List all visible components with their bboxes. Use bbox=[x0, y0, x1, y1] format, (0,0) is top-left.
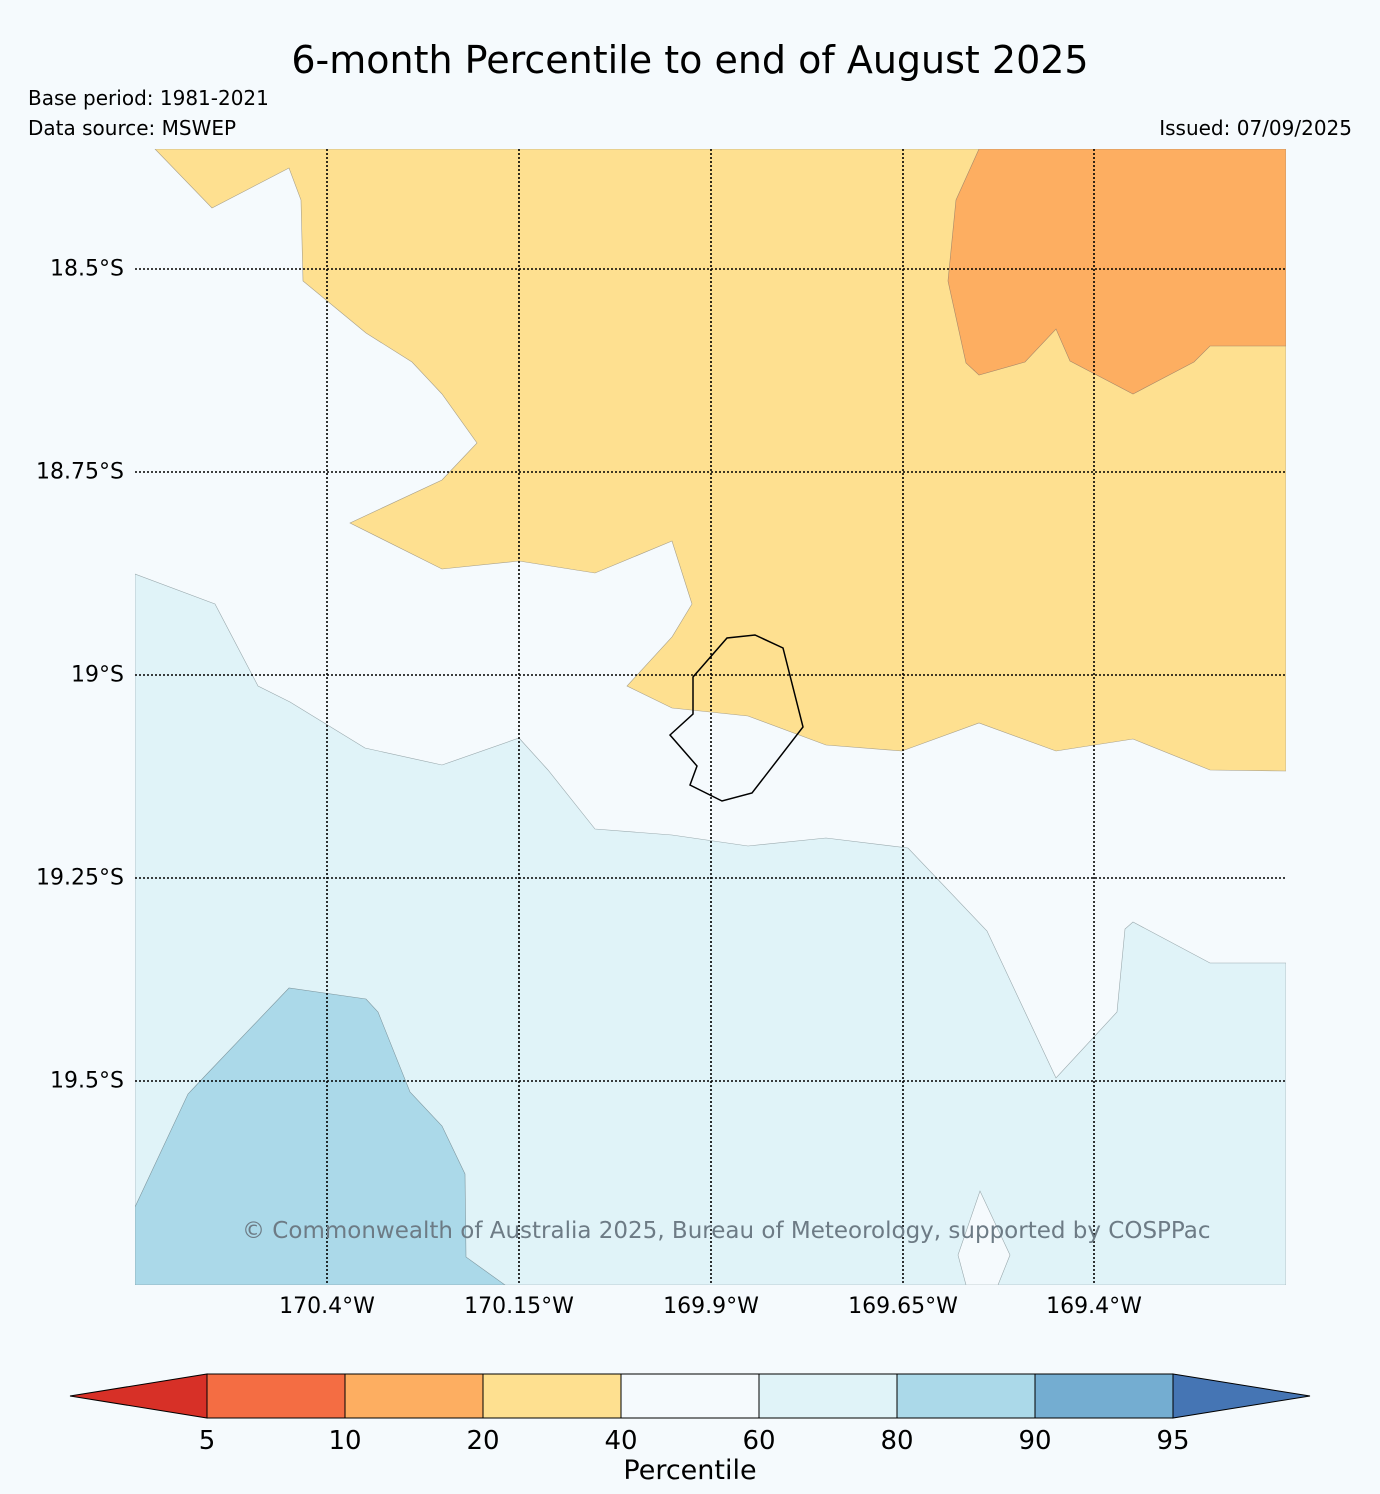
colorbar-seg-40-60 bbox=[620, 1373, 760, 1419]
colorbar-tick-10: 10 bbox=[328, 1426, 362, 1456]
colorbar-tick-5: 5 bbox=[198, 1426, 216, 1456]
colorbar-seg-60-80 bbox=[758, 1373, 898, 1419]
lat-label-19.5: 19.5°S bbox=[50, 1068, 124, 1094]
colorbar-tick-60: 60 bbox=[742, 1426, 776, 1456]
lon-label-170.15: 170.15°W bbox=[464, 1294, 574, 1319]
colorbar-tick-95: 95 bbox=[1156, 1426, 1190, 1456]
issued-date-text: Issued: 07/09/2025 bbox=[1159, 116, 1352, 140]
base-period-text: Base period: 1981-2021 bbox=[28, 86, 269, 110]
lon-label-169.9: 169.9°W bbox=[663, 1294, 759, 1319]
lat-label-19.25: 19.25°S bbox=[36, 865, 124, 891]
lon-label-170.4: 170.4°W bbox=[279, 1294, 375, 1319]
colorbar-label: Percentile bbox=[623, 1455, 757, 1486]
colorbar-seg-5-10 bbox=[206, 1373, 346, 1419]
lat-label-19: 19°S bbox=[71, 662, 124, 688]
colorbar-extend-low bbox=[69, 1373, 208, 1419]
lon-label-169.65: 169.65°W bbox=[848, 1294, 958, 1319]
lat-label-18.5: 18.5°S bbox=[50, 256, 124, 282]
lon-label-169.4: 169.4°W bbox=[1046, 1294, 1142, 1319]
graticule bbox=[135, 149, 1286, 1285]
copyright-notice: © Commonwealth of Australia 2025, Bureau… bbox=[242, 1218, 1211, 1244]
colorbar-extend-high bbox=[1172, 1373, 1311, 1419]
colorbar-tick-40: 40 bbox=[604, 1426, 638, 1456]
colorbar-seg-90-95 bbox=[1034, 1373, 1174, 1419]
colorbar-seg-10-20 bbox=[344, 1373, 484, 1419]
niue-island-outline bbox=[668, 634, 804, 802]
colorbar-tick-80: 80 bbox=[880, 1426, 914, 1456]
colorbar-seg-20-40 bbox=[482, 1373, 622, 1419]
region-80-90 bbox=[135, 987, 506, 1285]
colorbar-seg-80-90 bbox=[896, 1373, 1036, 1419]
lat-label-18.75: 18.75°S bbox=[36, 459, 124, 485]
data-source-text: Data source: MSWEP bbox=[28, 116, 237, 140]
map-title: 6-month Percentile to end of August 2025 bbox=[291, 38, 1089, 82]
region-10-20 bbox=[947, 149, 1286, 395]
colorbar-tick-90: 90 bbox=[1018, 1426, 1052, 1456]
colorbar-tick-20: 20 bbox=[466, 1426, 500, 1456]
region-40-60-wedge bbox=[957, 1190, 1011, 1285]
colorbar bbox=[69, 1373, 1311, 1419]
